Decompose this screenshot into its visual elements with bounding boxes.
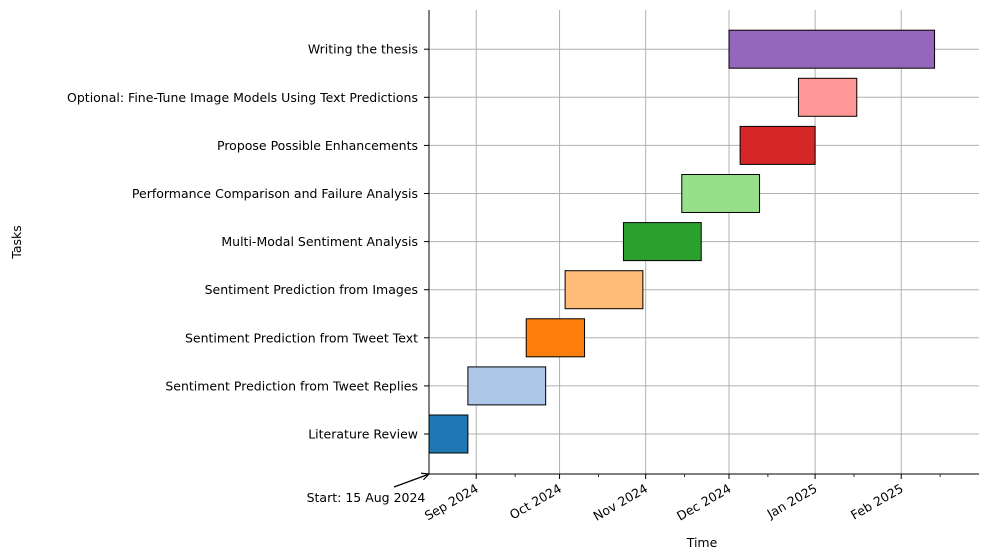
task-bar [622, 222, 702, 262]
task-bar [564, 270, 644, 310]
task-label: Sentiment Prediction from Tweet Text [185, 330, 418, 345]
x-axis-title: Time [686, 535, 718, 550]
task-label: Writing the thesis [308, 42, 418, 57]
task-bar [428, 414, 469, 454]
task-label: Optional: Fine-Tune Image Models Using T… [67, 90, 418, 105]
task-label: Literature Review [308, 427, 418, 442]
task-bar [739, 125, 816, 165]
task-label: Performance Comparison and Failure Analy… [132, 186, 418, 201]
task-bar [525, 318, 586, 358]
x-tick-label: Feb 2025 [848, 481, 906, 523]
x-tick-label: Sep 2024 [422, 481, 481, 524]
tick-labels: Sep 2024 Oct 2024 Nov 2024 Dec 2024 Jan 2025… [67, 42, 906, 524]
task-bar [728, 29, 936, 69]
x-tick-label: Nov 2024 [591, 481, 651, 524]
task-bar [681, 174, 761, 213]
task-bar [797, 77, 858, 117]
axes [424, 10, 979, 479]
x-tick-label: Dec 2024 [674, 481, 733, 524]
x-tick-label: Oct 2024 [507, 481, 564, 523]
task-label: Sentiment Prediction from Tweet Replies [165, 378, 418, 393]
task-bars [428, 29, 936, 454]
annotation-arrow-icon [393, 473, 429, 488]
task-label: Propose Possible Enhancements [217, 138, 418, 153]
start-annotation: Start: 15 Aug 2024 [307, 472, 431, 505]
y-axis-title: Tasks [9, 225, 24, 260]
x-tick-label: Jan 2025 [764, 481, 820, 522]
task-label: Sentiment Prediction from Images [205, 282, 418, 297]
task-label: Multi-Modal Sentiment Analysis [221, 234, 418, 249]
grid [429, 10, 979, 474]
task-bar [467, 366, 547, 406]
annotation-text: Start: 15 Aug 2024 [307, 490, 426, 505]
annotation-arrowhead-icon [420, 472, 431, 481]
